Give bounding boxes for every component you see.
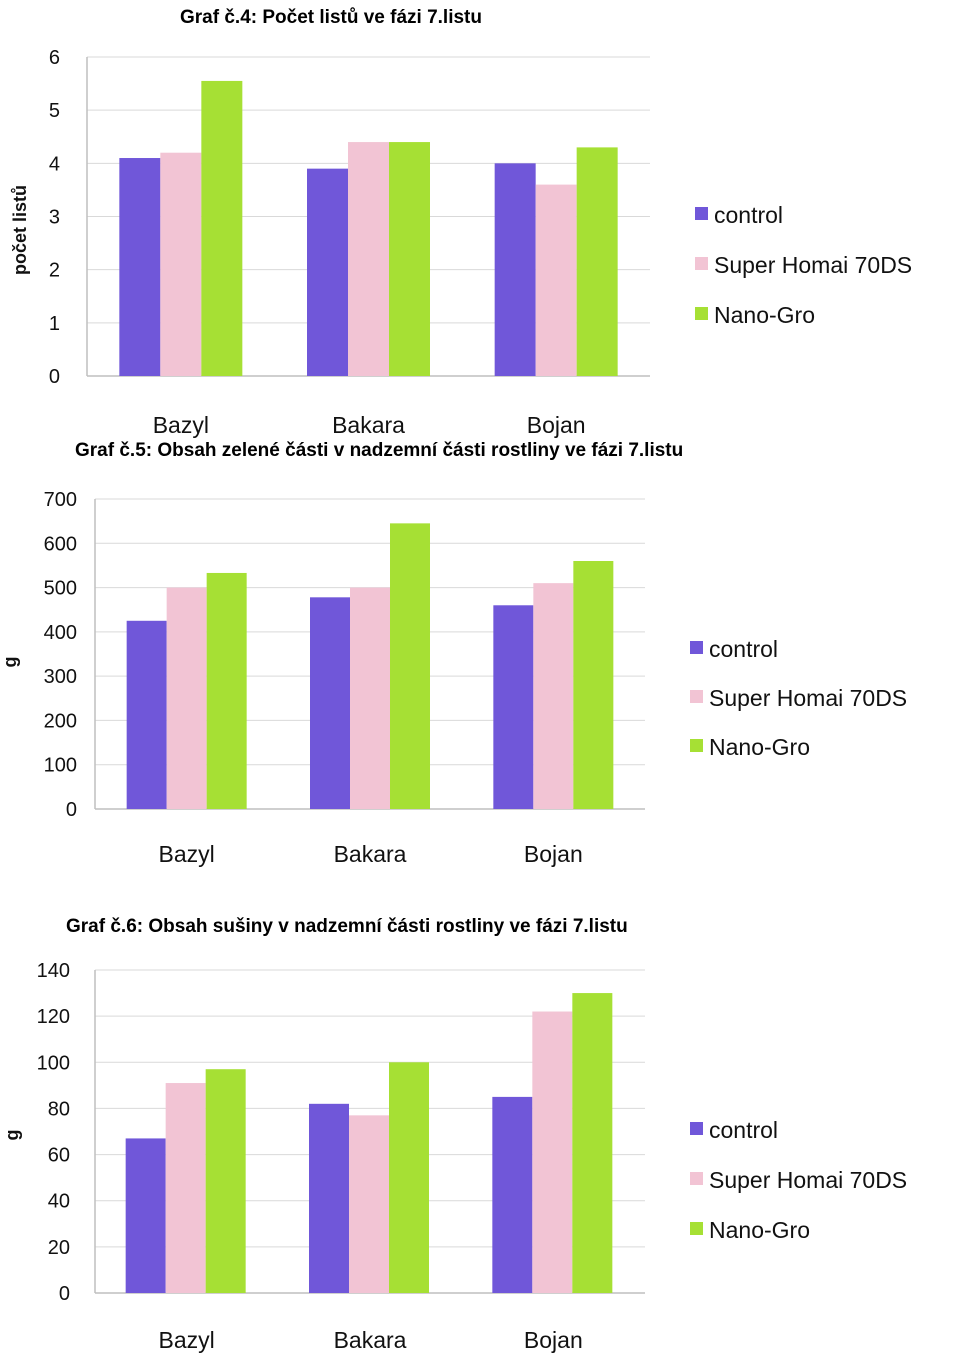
bar-nano-gro-bazyl	[201, 80, 243, 377]
chart-panel-1: Graf č.4: Počet listů ve fázi 7.listu poč…	[0, 0, 960, 450]
x-category-label: Bojan	[527, 412, 586, 438]
legend-swatch	[690, 1122, 703, 1135]
bar-chart-2: Graf č.5: Obsah zelené části v nadzemní …	[0, 440, 907, 867]
bar-nano-gro-bakara	[389, 1062, 429, 1293]
chart-panel-2: Graf č.5: Obsah zelené části v nadzemní …	[0, 440, 960, 880]
y-tick-label: 120	[37, 1006, 70, 1028]
x-category-label: Bakara	[334, 1327, 407, 1353]
y-tick-label: 100	[37, 1052, 70, 1074]
bar-control-bojan	[493, 605, 534, 809]
bar-super-homai-70ds-bakara	[349, 1115, 389, 1293]
y-axis-label: g	[0, 657, 20, 668]
legend-swatch	[695, 207, 708, 220]
chart-panel-3: Graf č.6: Obsah sušiny v nadzemní části …	[0, 905, 960, 1361]
legend-swatch	[690, 690, 703, 703]
y-tick-label: 0	[66, 799, 77, 821]
bar-super-homai-70ds-bazyl	[160, 152, 202, 376]
legend-label: control	[709, 1117, 778, 1143]
legend-label: control	[709, 636, 778, 662]
y-tick-label: 20	[48, 1237, 70, 1259]
x-category-label: Bojan	[524, 841, 583, 867]
legend-label: Nano-Gro	[709, 1217, 810, 1243]
y-tick-label: 500	[44, 578, 77, 600]
bar-chart-3: Graf č.6: Obsah sušiny v nadzemní části …	[2, 916, 907, 1353]
bar-nano-gro-bojan	[572, 993, 613, 1293]
bar-control-bakara	[310, 597, 350, 809]
bar-super-homai-70ds-bazyl	[165, 1083, 206, 1293]
bar-super-homai-70ds-bakara	[348, 142, 389, 376]
legend-swatch	[695, 307, 708, 320]
y-tick-label: 700	[44, 489, 77, 511]
chart-title: Graf č.6: Obsah sušiny v nadzemní části …	[66, 916, 628, 937]
y-axis-label: počet listů	[10, 185, 30, 275]
chart-title: Graf č.5: Obsah zelené části v nadzemní …	[75, 440, 683, 461]
bar-control-bakara	[307, 168, 348, 376]
legend-swatch	[690, 739, 703, 752]
y-tick-label: 80	[48, 1098, 70, 1120]
y-tick-label: 4	[49, 153, 60, 175]
bar-nano-gro-bazyl	[205, 1069, 246, 1293]
bar-nano-gro-bazyl	[206, 572, 247, 809]
bar-control-bazyl	[126, 620, 167, 809]
bar-super-homai-70ds-bojan	[532, 1011, 573, 1293]
y-tick-label: 140	[37, 960, 70, 982]
y-tick-label: 0	[59, 1283, 70, 1305]
bar-chart-1: Graf č.4: Počet listů ve fázi 7.listu poč…	[10, 7, 912, 438]
y-tick-label: 1	[49, 313, 60, 335]
y-tick-label: 60	[48, 1145, 70, 1167]
x-category-label: Bazyl	[159, 1327, 215, 1353]
legend-swatch	[690, 1222, 703, 1235]
bar-super-homai-70ds-bakara	[350, 587, 390, 809]
chart-title: Graf č.4: Počet listů ve fázi 7.listu	[180, 7, 482, 28]
bar-super-homai-70ds-bojan	[535, 184, 577, 376]
bar-super-homai-70ds-bazyl	[166, 587, 207, 809]
bar-control-bojan	[494, 163, 536, 376]
y-axis-label: g	[2, 1130, 22, 1141]
x-category-label: Bazyl	[153, 412, 209, 438]
legend-label: Nano-Gro	[714, 302, 815, 328]
x-category-label: Bakara	[334, 841, 407, 867]
legend-swatch	[690, 641, 703, 654]
bar-control-bazyl	[125, 1138, 166, 1293]
y-tick-label: 0	[49, 366, 60, 388]
legend-label: Super Homai 70DS	[709, 1167, 907, 1193]
bar-control-bojan	[492, 1096, 533, 1293]
legend-label: control	[714, 202, 783, 228]
bar-control-bakara	[309, 1103, 349, 1293]
y-tick-label: 5	[49, 100, 60, 122]
bar-nano-gro-bakara	[389, 142, 430, 376]
y-tick-label: 3	[49, 207, 60, 229]
bar-control-bazyl	[119, 158, 161, 376]
x-category-label: Bakara	[332, 412, 405, 438]
y-tick-label: 6	[49, 47, 60, 69]
y-tick-label: 200	[44, 710, 77, 732]
y-tick-label: 100	[44, 755, 77, 777]
legend-swatch	[690, 1172, 703, 1185]
legend-swatch	[695, 257, 708, 270]
legend-label: Super Homai 70DS	[709, 685, 907, 711]
y-tick-label: 600	[44, 533, 77, 555]
y-tick-label: 300	[44, 666, 77, 688]
y-tick-label: 40	[48, 1191, 70, 1213]
bar-nano-gro-bojan	[576, 147, 618, 376]
bar-nano-gro-bojan	[573, 561, 614, 809]
bar-super-homai-70ds-bojan	[533, 583, 574, 809]
legend-label: Super Homai 70DS	[714, 252, 912, 278]
legend-label: Nano-Gro	[709, 734, 810, 760]
y-tick-label: 2	[49, 260, 60, 282]
x-category-label: Bojan	[524, 1327, 583, 1353]
x-category-label: Bazyl	[159, 841, 215, 867]
bar-nano-gro-bakara	[390, 523, 430, 809]
y-tick-label: 400	[44, 622, 77, 644]
